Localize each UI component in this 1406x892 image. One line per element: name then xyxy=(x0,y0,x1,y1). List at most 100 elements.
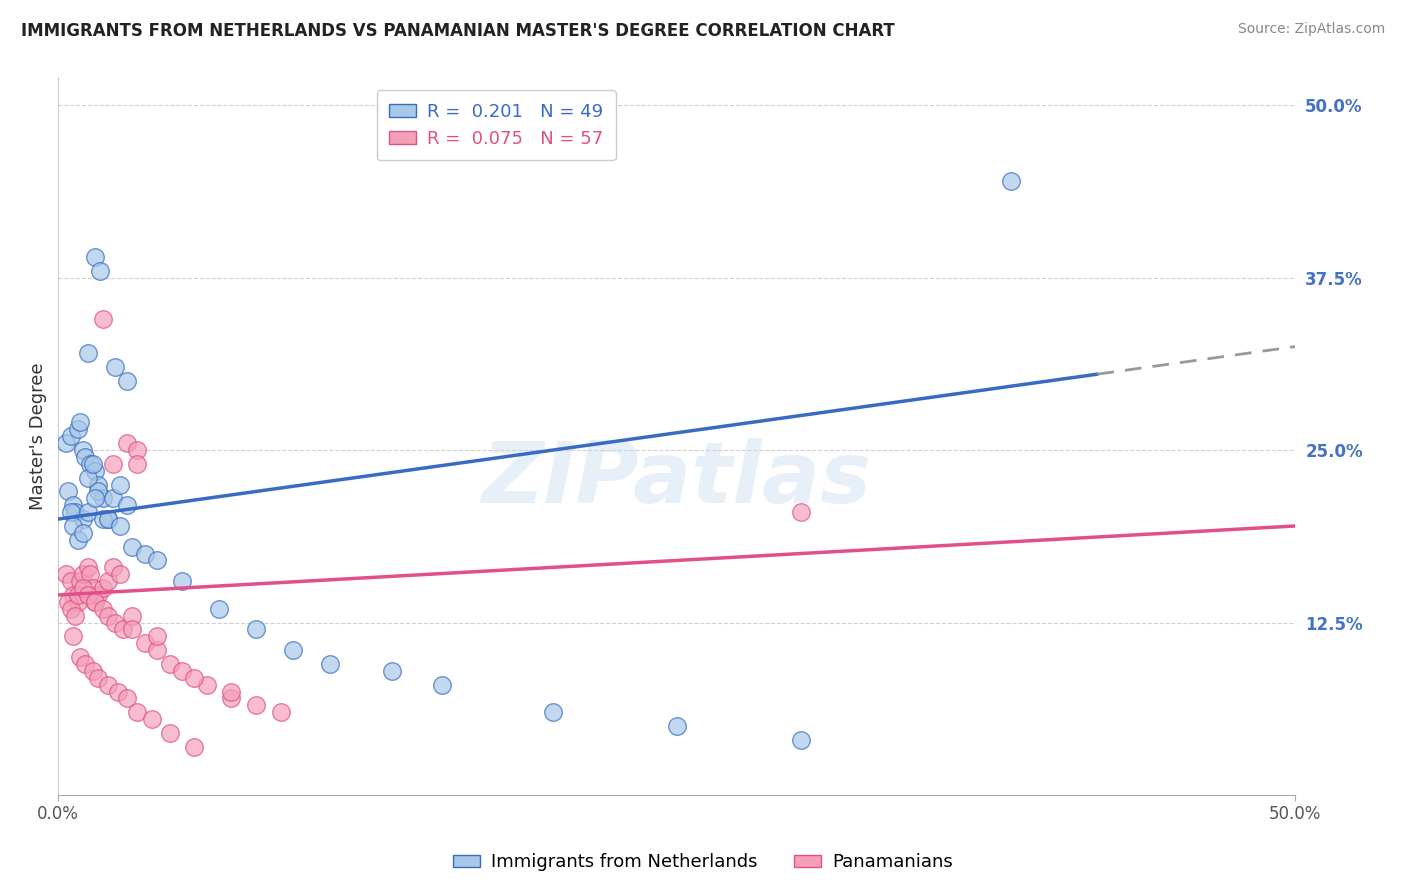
Point xyxy=(101,560,124,574)
Point xyxy=(87,588,110,602)
Point xyxy=(97,678,120,692)
Point xyxy=(117,436,139,450)
Point xyxy=(107,684,129,698)
Point xyxy=(66,422,89,436)
Point xyxy=(76,560,98,574)
Point xyxy=(55,567,77,582)
Point xyxy=(101,457,124,471)
Point xyxy=(381,664,404,678)
Point xyxy=(62,498,84,512)
Point xyxy=(72,512,94,526)
Point xyxy=(319,657,342,671)
Text: IMMIGRANTS FROM NETHERLANDS VS PANAMANIAN MASTER'S DEGREE CORRELATION CHART: IMMIGRANTS FROM NETHERLANDS VS PANAMANIA… xyxy=(21,22,894,40)
Text: Source: ZipAtlas.com: Source: ZipAtlas.com xyxy=(1237,22,1385,37)
Point xyxy=(91,601,114,615)
Point xyxy=(87,484,110,499)
Point xyxy=(134,547,156,561)
Point xyxy=(69,574,91,589)
Point xyxy=(56,484,79,499)
Point xyxy=(66,595,89,609)
Point xyxy=(430,678,453,692)
Point xyxy=(789,732,811,747)
Point xyxy=(789,505,811,519)
Point xyxy=(91,312,114,326)
Point xyxy=(183,671,205,685)
Point xyxy=(141,712,163,726)
Point xyxy=(665,719,688,733)
Point xyxy=(69,416,91,430)
Point xyxy=(59,601,82,615)
Point xyxy=(59,429,82,443)
Point xyxy=(84,595,107,609)
Point xyxy=(76,588,98,602)
Point xyxy=(59,574,82,589)
Point xyxy=(72,443,94,458)
Point xyxy=(59,505,82,519)
Point xyxy=(79,567,101,582)
Point xyxy=(84,250,107,264)
Point xyxy=(97,574,120,589)
Point xyxy=(108,519,131,533)
Point xyxy=(66,533,89,547)
Point xyxy=(69,650,91,665)
Point xyxy=(89,263,111,277)
Point xyxy=(245,623,267,637)
Legend: Immigrants from Netherlands, Panamanians: Immigrants from Netherlands, Panamanians xyxy=(446,847,960,879)
Point xyxy=(66,588,89,602)
Point xyxy=(91,491,114,506)
Point xyxy=(91,581,114,595)
Point xyxy=(82,664,104,678)
Point xyxy=(87,671,110,685)
Point xyxy=(170,574,193,589)
Point xyxy=(121,608,143,623)
Point xyxy=(84,464,107,478)
Point xyxy=(183,739,205,754)
Point xyxy=(65,608,87,623)
Point xyxy=(121,540,143,554)
Point xyxy=(79,457,101,471)
Point xyxy=(56,595,79,609)
Point xyxy=(62,519,84,533)
Point xyxy=(208,601,231,615)
Point xyxy=(117,498,139,512)
Point xyxy=(121,623,143,637)
Point xyxy=(1000,174,1022,188)
Point xyxy=(146,553,169,567)
Text: ZIPatlas: ZIPatlas xyxy=(482,438,872,521)
Point xyxy=(127,443,149,458)
Point xyxy=(195,678,218,692)
Point xyxy=(91,512,114,526)
Point xyxy=(270,705,292,719)
Point xyxy=(221,691,243,706)
Point xyxy=(72,581,94,595)
Point xyxy=(108,567,131,582)
Point xyxy=(87,477,110,491)
Point xyxy=(62,629,84,643)
Point xyxy=(76,505,98,519)
Point xyxy=(146,629,169,643)
Point xyxy=(82,457,104,471)
Point xyxy=(117,691,139,706)
Point xyxy=(76,470,98,484)
Point xyxy=(55,436,77,450)
Point xyxy=(134,636,156,650)
Y-axis label: Master's Degree: Master's Degree xyxy=(30,362,46,510)
Point xyxy=(84,491,107,506)
Point xyxy=(104,615,127,630)
Point xyxy=(245,698,267,713)
Point xyxy=(221,684,243,698)
Point xyxy=(108,477,131,491)
Point xyxy=(84,595,107,609)
Point xyxy=(170,664,193,678)
Point xyxy=(97,512,120,526)
Point xyxy=(101,491,124,506)
Point xyxy=(62,588,84,602)
Point xyxy=(159,657,181,671)
Point xyxy=(104,360,127,375)
Point xyxy=(72,525,94,540)
Point xyxy=(76,346,98,360)
Point xyxy=(97,512,120,526)
Point xyxy=(283,643,305,657)
Point xyxy=(159,726,181,740)
Point xyxy=(97,608,120,623)
